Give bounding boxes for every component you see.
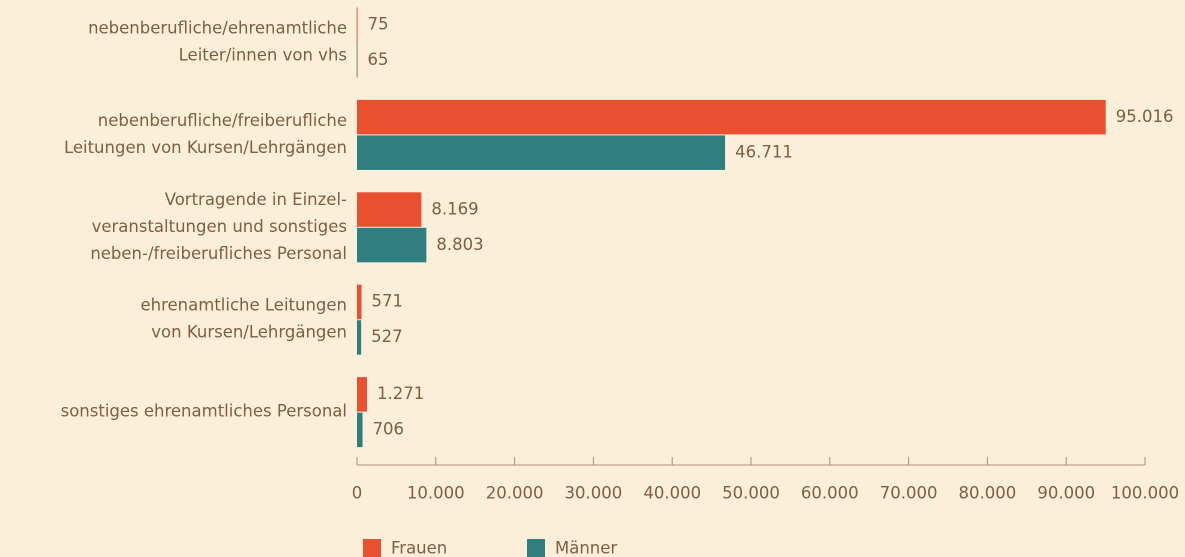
value-label: 75 bbox=[368, 15, 389, 34]
category-label: sonstiges ehrenamtliches Personal bbox=[61, 402, 347, 421]
x-tick-label: 90.000 bbox=[1037, 484, 1095, 503]
category-label: neben-/freiberufliches Personal bbox=[90, 244, 347, 263]
x-tick-label: 80.000 bbox=[959, 484, 1017, 503]
x-tick-label: 60.000 bbox=[801, 484, 859, 503]
bar bbox=[357, 320, 362, 355]
bar bbox=[357, 227, 427, 263]
bar bbox=[357, 192, 422, 227]
bar bbox=[357, 99, 1106, 135]
legend-label: Männer bbox=[555, 539, 617, 557]
x-tick-label: 100.000 bbox=[1111, 484, 1179, 503]
legend-label: Frauen bbox=[391, 539, 447, 557]
x-tick-label: 50.000 bbox=[722, 484, 780, 503]
value-label: 527 bbox=[371, 327, 403, 346]
legend-swatch bbox=[363, 539, 381, 557]
value-label: 95.016 bbox=[1116, 107, 1174, 126]
x-tick-label: 10.000 bbox=[407, 484, 465, 503]
bar bbox=[357, 377, 368, 412]
bar bbox=[357, 135, 726, 170]
value-label: 706 bbox=[373, 420, 405, 439]
bar bbox=[357, 43, 358, 78]
category-label: Vortragende in Einzel- bbox=[165, 190, 347, 209]
category-label: veranstaltungen und sonstiges bbox=[92, 217, 347, 236]
x-tick-label: 30.000 bbox=[565, 484, 623, 503]
value-label: 1.271 bbox=[377, 384, 424, 403]
category-label: von Kursen/Lehrgängen bbox=[151, 323, 347, 342]
x-tick-label: 40.000 bbox=[643, 484, 701, 503]
legend-swatch bbox=[527, 539, 545, 557]
value-label: 46.711 bbox=[735, 142, 793, 161]
category-label: ehrenamtliche Leitungen bbox=[141, 296, 348, 315]
category-label: Leiter/innen von vhs bbox=[179, 46, 347, 65]
x-tick-label: 0 bbox=[352, 484, 363, 503]
value-label: 65 bbox=[368, 50, 389, 69]
bar bbox=[357, 284, 362, 320]
category-label: Leitungen von Kursen/Lehrgängen bbox=[64, 138, 347, 157]
bar bbox=[357, 7, 358, 42]
x-tick-label: 70.000 bbox=[880, 484, 938, 503]
value-label: 571 bbox=[371, 292, 403, 311]
bar bbox=[357, 412, 363, 448]
value-label: 8.169 bbox=[431, 199, 478, 218]
x-tick-label: 20.000 bbox=[486, 484, 544, 503]
value-label: 8.803 bbox=[436, 235, 483, 254]
category-label: nebenberufliche/freiberufliche bbox=[98, 111, 347, 130]
category-label: nebenberufliche/ehrenamtliche bbox=[88, 19, 347, 38]
